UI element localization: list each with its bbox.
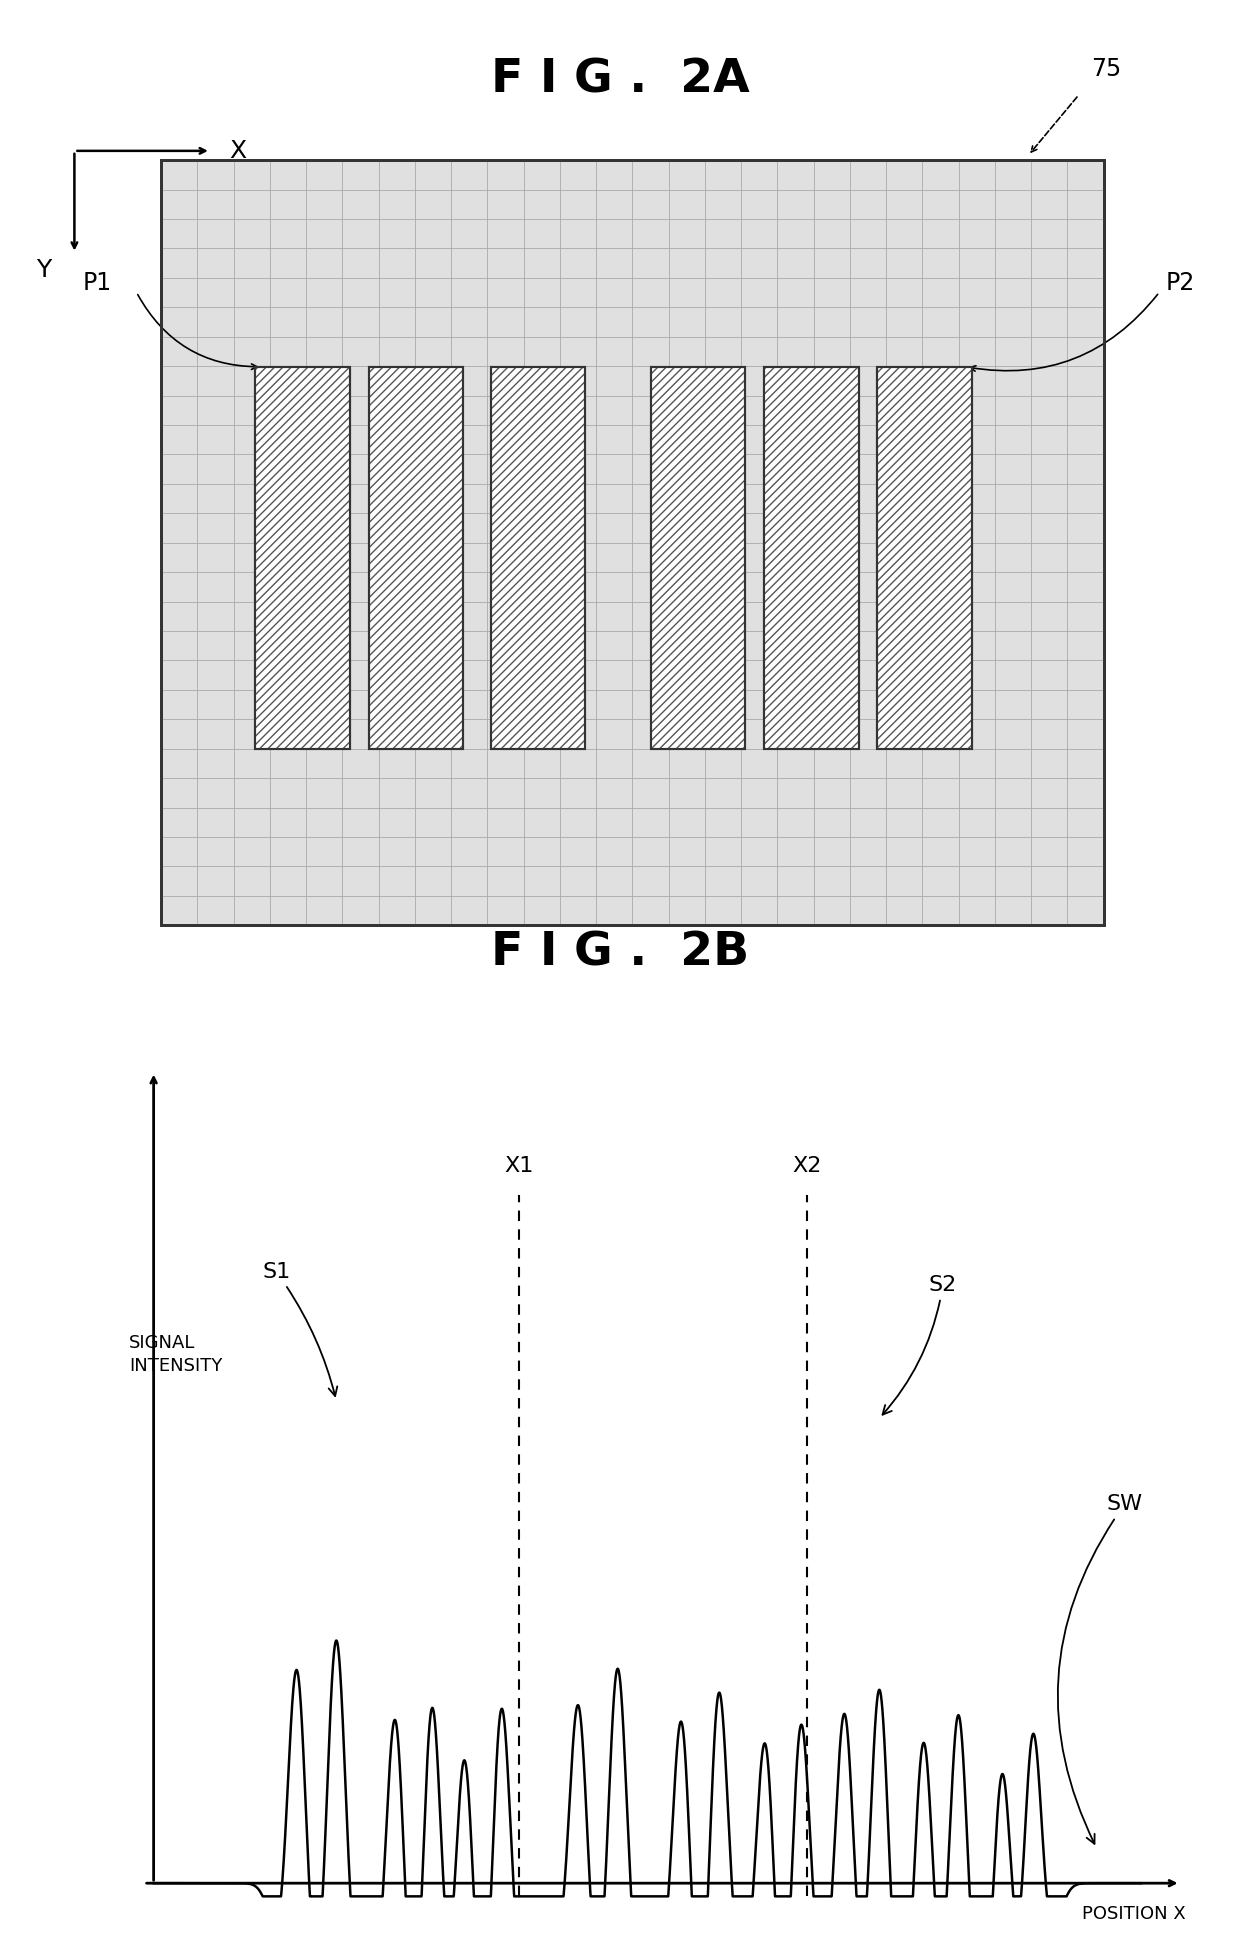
Bar (764, 367, 858, 748)
Text: X: X (229, 138, 247, 163)
Text: F I G .  2B: F I G . 2B (491, 931, 749, 976)
Text: POSITION X: POSITION X (1081, 1905, 1185, 1923)
Bar (255, 367, 350, 748)
Text: SIGNAL
INTENSITY: SIGNAL INTENSITY (129, 1334, 222, 1376)
Bar (491, 367, 585, 748)
Text: P1: P1 (83, 270, 112, 295)
Bar (368, 367, 463, 748)
Text: X2: X2 (792, 1157, 822, 1176)
Text: SW: SW (1058, 1495, 1142, 1843)
Text: P2: P2 (1166, 270, 1195, 295)
Bar (651, 367, 745, 748)
Bar (764, 367, 858, 748)
Bar (651, 367, 745, 748)
Text: X1: X1 (505, 1157, 533, 1176)
Text: 75: 75 (1091, 56, 1121, 82)
Bar (368, 367, 463, 748)
Bar (161, 159, 1104, 925)
Bar (878, 367, 972, 748)
Bar (878, 367, 972, 748)
Text: F I G .  2A: F I G . 2A (491, 58, 749, 103)
Bar (764, 367, 858, 748)
Bar (491, 367, 585, 748)
Text: Y: Y (36, 259, 51, 282)
Bar (491, 367, 585, 748)
Bar (368, 367, 463, 748)
Bar (161, 159, 1104, 925)
Bar (255, 367, 350, 748)
Bar (651, 367, 745, 748)
Text: S2: S2 (883, 1275, 957, 1415)
Text: S1: S1 (262, 1262, 337, 1396)
Bar (878, 367, 972, 748)
Bar (255, 367, 350, 748)
